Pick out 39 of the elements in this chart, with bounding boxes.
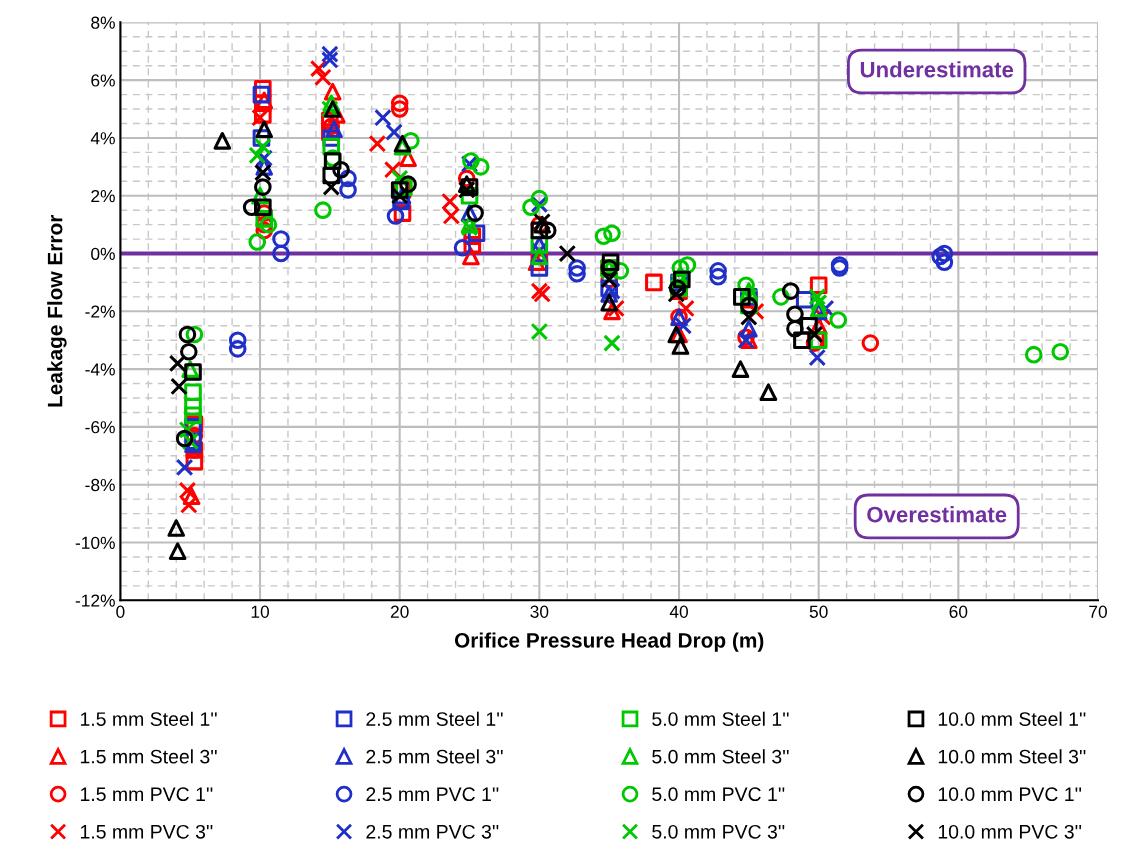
legend-label: 2.5 mm PVC 3''	[366, 824, 499, 839]
y-tick-label: 2%	[91, 189, 115, 203]
y-tick-label: 4%	[90, 132, 115, 145]
legend-label: 10.0 mm PVC 1''	[938, 787, 1082, 802]
y-tick-label: -8%	[85, 478, 115, 492]
x-tick-label: 70	[1089, 605, 1107, 618]
annotation: Underestimate	[860, 61, 1014, 78]
x-tick-label: 20	[390, 605, 409, 618]
y-tick-label: 6%	[91, 74, 115, 87]
x-tick-label: 60	[949, 605, 968, 618]
legend-label: 2.5 mm Steel 3''	[366, 749, 503, 764]
legend-label: 1.5 mm PVC 1''	[80, 787, 213, 802]
y-tick-label: 0%	[91, 247, 115, 260]
x-tick-label: 30	[530, 605, 549, 618]
legend-label: 5.0 mm Steel 1''	[652, 711, 789, 726]
y-tick-label: -6%	[85, 421, 115, 434]
legend-label: 1.5 mm Steel 3''	[80, 749, 217, 764]
y-tick-label: 8%	[91, 16, 115, 29]
legend-label: 5.0 mm PVC 1''	[652, 787, 785, 802]
y-axis-title: Leakage Flow Error	[47, 214, 67, 407]
y-tick-label: -4%	[85, 363, 115, 376]
y-tick-label: -10%	[75, 536, 115, 549]
legend-label: 10.0 mm Steel 3''	[938, 749, 1086, 764]
legend-label: 2.5 mm Steel 1''	[366, 711, 503, 726]
x-axis-title: Orifice Pressure Head Drop (m)	[454, 632, 764, 652]
x-tick-label: 0	[116, 605, 125, 618]
legend-label: 5.0 mm PVC 3''	[652, 824, 785, 839]
legend-label: 5.0 mm Steel 3''	[652, 749, 789, 764]
legend-label: 10.0 mm Steel 1''	[938, 711, 1086, 726]
legend-label: 1.5 mm PVC 3''	[80, 824, 213, 839]
y-tick-label: -2%	[85, 305, 115, 318]
y-tick-label: -12%	[75, 594, 115, 607]
legend-label: 1.5 mm Steel 1''	[80, 711, 217, 726]
legend-label: 10.0 mm PVC 3''	[938, 824, 1082, 839]
legend-label: 2.5 mm PVC 1''	[366, 787, 499, 802]
x-tick-label: 40	[669, 605, 688, 618]
x-tick-label: 10	[251, 605, 270, 618]
x-tick-label: 50	[809, 605, 828, 618]
annotation: Overestimate	[867, 506, 1007, 523]
